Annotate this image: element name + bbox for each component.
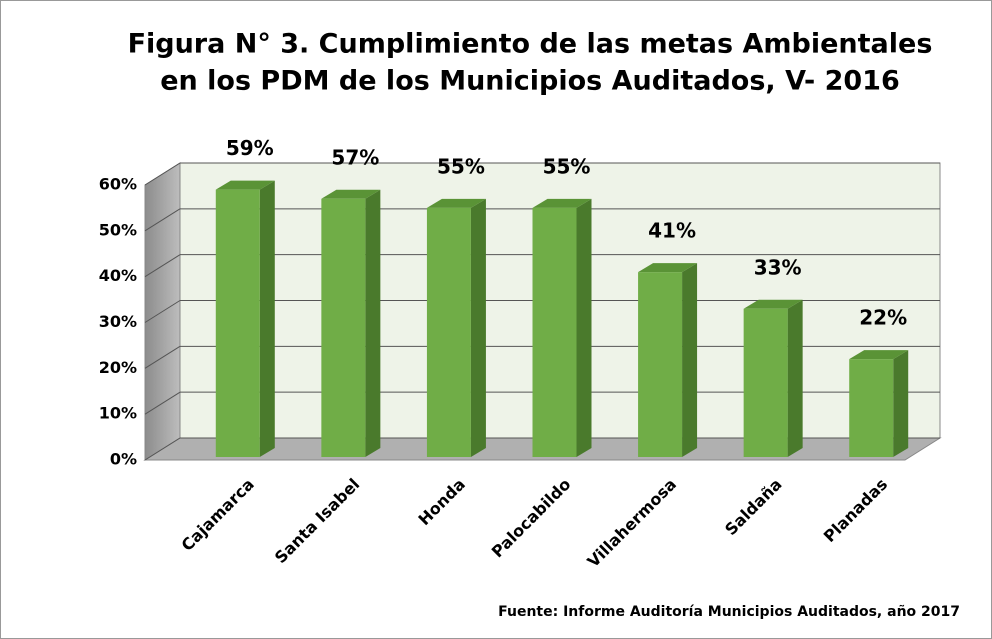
bar-face — [426, 198, 486, 208]
grid-line — [144, 254, 181, 278]
value-label: 57% — [331, 145, 379, 169]
bar-face — [576, 198, 592, 457]
bar — [321, 189, 381, 457]
chart-title: Figura N° 3. Cumplimiento de las metas A… — [128, 29, 933, 60]
bar-face — [321, 198, 366, 457]
grid-line — [144, 162, 181, 186]
bar-face — [470, 198, 486, 457]
bar-face — [259, 180, 275, 458]
bar-face — [426, 207, 471, 457]
bar-face — [215, 180, 275, 190]
chart-title: en los PDM de los Municipios Auditados, … — [160, 66, 900, 97]
bar-face — [893, 350, 909, 457]
bar — [638, 263, 698, 457]
y-tick-label: 20% — [99, 358, 137, 377]
y-tick-label: 30% — [99, 312, 137, 331]
y-tick-label: 10% — [99, 404, 137, 423]
y-tick-label: 40% — [99, 266, 137, 285]
grid-line — [144, 391, 181, 415]
y-tick-label: 60% — [99, 175, 137, 194]
bar — [532, 198, 592, 457]
bar-face — [365, 189, 381, 457]
y-tick-label: 50% — [99, 220, 137, 239]
grid-line — [144, 437, 181, 461]
bar — [849, 350, 909, 457]
bar-face — [743, 308, 788, 457]
value-label: 33% — [754, 255, 802, 279]
bar — [215, 180, 275, 458]
bar-face — [682, 263, 698, 457]
value-label: 59% — [226, 136, 274, 160]
bar-face — [638, 263, 698, 273]
value-label: 55% — [543, 154, 591, 178]
grid-line — [144, 345, 181, 369]
value-label: 41% — [648, 219, 696, 243]
source-note: Fuente: Informe Auditoría Municipios Aud… — [498, 604, 960, 620]
bar-face — [532, 198, 592, 208]
bar — [743, 299, 803, 457]
value-label: 55% — [437, 154, 485, 178]
bar — [426, 198, 486, 457]
y-tick-label: 0% — [110, 450, 137, 469]
bar-face — [849, 359, 894, 457]
grid-line — [144, 208, 181, 232]
bar-face — [321, 189, 381, 199]
bar-face — [743, 299, 803, 309]
bar-face — [532, 207, 577, 457]
bar-face — [215, 189, 260, 458]
value-label: 22% — [859, 306, 907, 330]
bar-face — [849, 350, 909, 360]
bar-face — [787, 299, 803, 457]
grid-line — [144, 300, 181, 323]
bar-face — [638, 272, 683, 457]
